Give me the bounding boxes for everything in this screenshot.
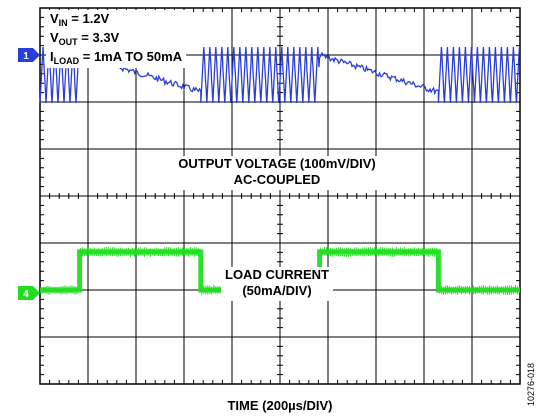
condition-symbol: V xyxy=(50,30,59,45)
condition-value: = 3.3V xyxy=(78,30,120,45)
plot-frame xyxy=(39,7,521,385)
condition-line: VOUT = 3.3V xyxy=(50,30,120,47)
condition-symbol: I xyxy=(50,49,54,64)
output-voltage-label: OUTPUT VOLTAGE (100mV/DIV)AC-COUPLED xyxy=(174,156,380,190)
channel-marker-shape xyxy=(18,286,40,300)
condition-value: = 1mA TO 50mA xyxy=(79,49,183,64)
condition-subscript: IN xyxy=(59,18,68,28)
labels: OUTPUT VOLTAGE (100mV/DIV)AC-COUPLED LOAD… xyxy=(46,10,380,413)
condition-subscript: OUT xyxy=(59,37,79,47)
load-current-label-line: LOAD CURRENT xyxy=(225,267,329,282)
condition-symbol: V xyxy=(50,11,59,26)
figure-id: 10276-018 xyxy=(526,362,536,406)
output-voltage-label-line: OUTPUT VOLTAGE (100mV/DIV) xyxy=(178,156,375,171)
conditions-annotation-background xyxy=(46,10,187,68)
output-voltage-label-line: AC-COUPLED xyxy=(234,172,321,187)
condition-value: = 1.2V xyxy=(68,11,110,26)
load-current-label-background xyxy=(221,267,333,301)
channel-marker-1: 1 xyxy=(18,48,40,62)
condition-subscript: LOAD xyxy=(54,56,80,66)
channel-marker-4: 4 xyxy=(18,286,40,300)
condition-line: VIN = 1.2V xyxy=(50,11,110,28)
channel-marker-label: 4 xyxy=(23,289,29,300)
load-current-label: LOAD CURRENT(50mA/DIV) xyxy=(221,267,333,301)
graticule xyxy=(39,7,521,385)
condition-line: ILOAD = 1mA TO 50mA xyxy=(50,49,183,66)
output-voltage-label-background xyxy=(174,156,380,190)
channel-markers: 14 xyxy=(18,48,40,300)
channel-marker-shape xyxy=(18,48,40,62)
load-current-label-line: (50mA/DIV) xyxy=(242,283,311,298)
x-axis-label: TIME (200µs/DIV) xyxy=(227,398,332,413)
channel-marker-label: 1 xyxy=(23,51,29,62)
trace-output-voltage xyxy=(39,46,521,104)
